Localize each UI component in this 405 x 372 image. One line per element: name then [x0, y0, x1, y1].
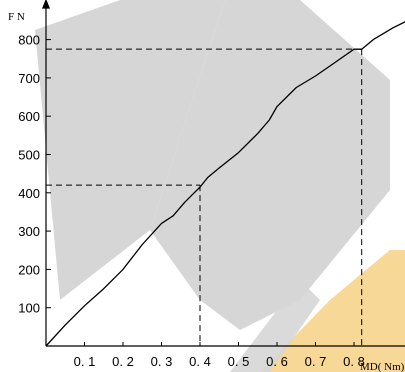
x-tick-label: 0. 8	[343, 354, 365, 369]
y-tick-label: 800	[18, 33, 40, 48]
y-axis-arrow	[42, 0, 50, 9]
y-tick-label: 600	[18, 109, 40, 124]
x-tick-label: 0. 6	[266, 354, 288, 369]
x-tick-label: 0. 4	[189, 354, 211, 369]
y-tick-label: 100	[18, 301, 40, 316]
y-axis-label: F N	[8, 11, 25, 23]
x-tick-label: 0. 3	[151, 354, 173, 369]
series-group	[45, 21, 405, 347]
y-tick-label: 300	[18, 224, 40, 239]
x-tick-label: 0. 2	[112, 354, 134, 369]
x-tick-label: 0. 7	[305, 354, 327, 369]
y-tick-label: 200	[18, 262, 40, 277]
y-tick-label: 700	[18, 71, 40, 86]
x-tick-label: 0. 1	[74, 354, 96, 369]
x-tick-label: 0. 5	[228, 354, 250, 369]
guide-lines	[46, 48, 363, 346]
y-tick-label: 500	[18, 148, 40, 163]
watermark	[35, 0, 405, 372]
x-axis-label: MD( Nm)	[360, 361, 405, 372]
y-tick-label: 400	[18, 186, 40, 201]
ticks: 100 200 300 400 500 600 700 800 0. 1 0. 2 0. 3 0. 4…	[18, 33, 365, 369]
series-line	[45, 21, 405, 347]
